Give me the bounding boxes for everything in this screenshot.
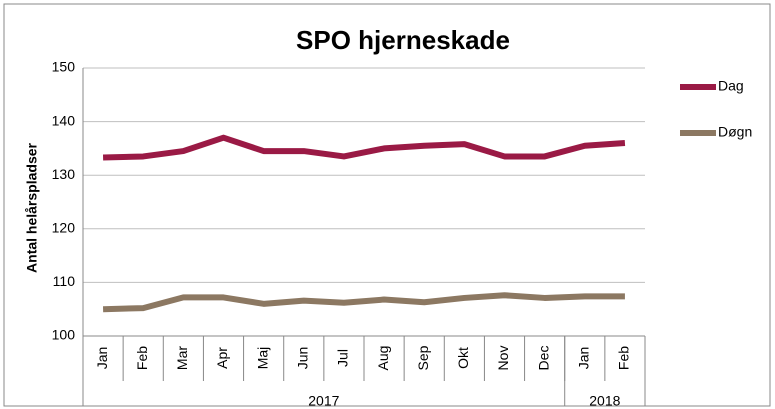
x-tick-label: Jan <box>94 347 110 370</box>
y-tick-label: 120 <box>52 220 76 236</box>
legend-label: Døgn <box>718 124 752 140</box>
x-tick-label: Dec <box>535 346 551 371</box>
x-tick-label: Jan <box>575 347 591 370</box>
x-tick-label: Feb <box>134 346 150 370</box>
line-series <box>102 134 626 161</box>
x-tick-label: Jul <box>335 349 351 367</box>
x-tick-label: Sep <box>415 345 431 370</box>
line-series <box>102 292 625 313</box>
group-label: 2017 <box>308 393 339 409</box>
legend-label: Dag <box>718 78 744 94</box>
x-tick-label: Jun <box>294 347 310 370</box>
chart-frame <box>3 3 771 407</box>
y-tick-label: 110 <box>53 273 76 289</box>
group-label: 2018 <box>589 393 620 409</box>
x-tick-label: Apr <box>214 347 230 369</box>
y-tick-label: 150 <box>52 59 76 75</box>
x-tick-label: Feb <box>616 346 632 370</box>
x-tick-label: Nov <box>495 346 511 371</box>
x-tick-label: Okt <box>455 347 471 369</box>
chart-title: SPO hjerneskade <box>296 25 510 55</box>
x-tick-label: Mar <box>174 346 190 370</box>
y-axis-title: Antal helårspladser <box>24 142 40 272</box>
x-tick-label: Aug <box>375 346 391 371</box>
x-tick-label: Maj <box>254 347 270 370</box>
y-tick-label: 140 <box>52 112 76 128</box>
y-tick-label: 130 <box>52 166 76 182</box>
y-tick-label: 100 <box>52 327 76 343</box>
